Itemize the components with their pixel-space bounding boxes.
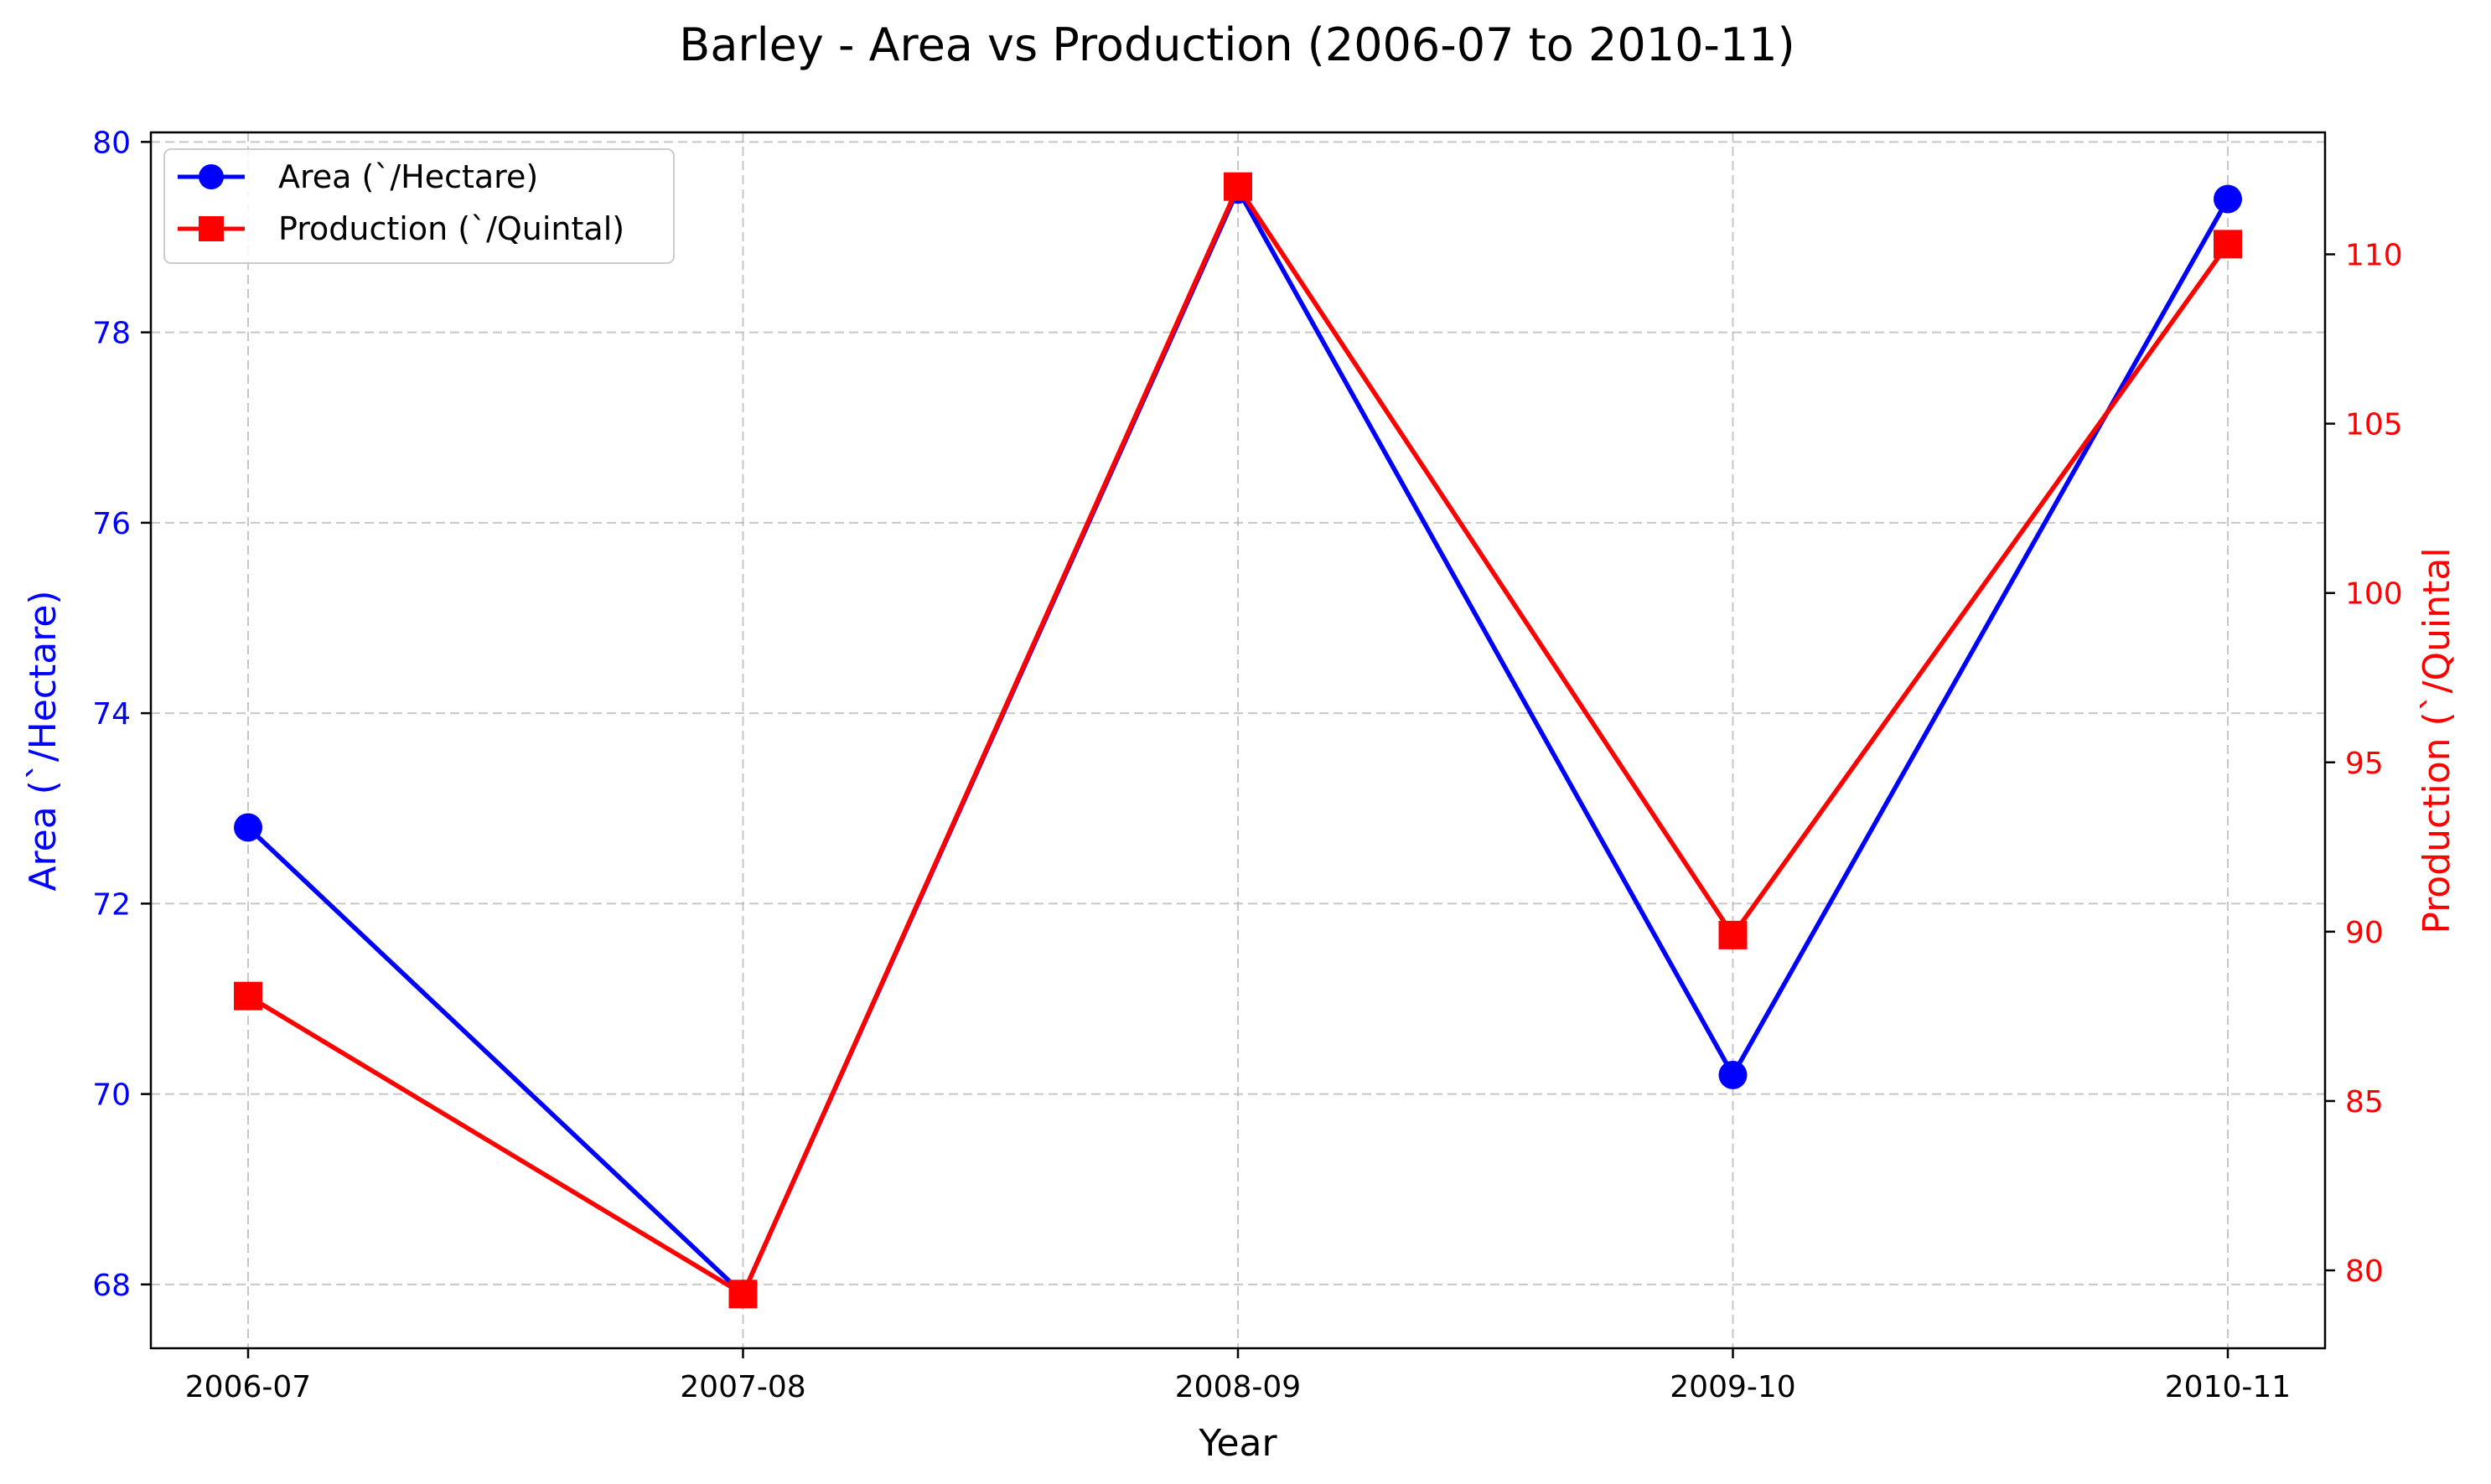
legend-box [163,148,675,264]
y-axis-left: 68 70 72 74 76 78 80 [92,126,151,1303]
y-right-tick-label: 80 [2345,1254,2384,1289]
x-tick-label: 2006-07 [185,1370,311,1404]
y-left-tick-label: 70 [92,1078,131,1113]
legend-marker-area [199,164,224,189]
y-left-tick-label: 80 [92,126,131,160]
x-tick-label: 2008-09 [1175,1370,1301,1404]
data-point [2214,184,2242,214]
x-tick-label: 2007-08 [680,1370,805,1404]
x-axis-label: Year [1198,1422,1277,1465]
data-point [1718,920,1748,949]
series-production [234,172,2242,1309]
data-point [2214,230,2242,259]
y-left-tick-label: 72 [92,887,131,922]
data-point [234,813,262,842]
data-point [728,1280,758,1309]
y-left-tick-label: 76 [92,507,131,541]
legend: Area (`/Hectare) Production (`/Quintal) [163,148,675,264]
grid [151,132,2325,1348]
y-left-tick-label: 78 [92,317,131,351]
series-layer [234,172,2242,1309]
y-axis-right-label: Production (`/Quintal [2416,547,2458,933]
data-point [234,981,262,1011]
chart-title: Barley - Area vs Production (2006-07 to … [679,18,1794,71]
y-right-tick-label: 85 [2345,1085,2384,1119]
x-tick-label: 2009-10 [1670,1370,1795,1404]
y-right-tick-label: 105 [2345,408,2403,442]
legend-label-production: Production (`/Quintal) [278,210,624,247]
legend-marker-production [199,216,224,241]
y-right-tick-label: 100 [2345,577,2403,612]
y-left-tick-label: 68 [92,1269,131,1303]
data-point [1718,1060,1748,1089]
y-axis-right: 80 85 90 95 100 105 110 [2325,239,2403,1289]
x-tick-label: 2010-11 [2165,1370,2291,1404]
data-point [1224,172,1252,201]
y-right-tick-label: 90 [2345,916,2384,950]
y-axis-left-label: Area (`/Hectare) [22,590,65,891]
y-left-tick-label: 74 [92,697,131,732]
y-right-tick-label: 95 [2345,747,2384,781]
legend-label-area: Area (`/Hectare) [278,158,538,195]
x-axis: 2006-07 2007-08 2008-09 2009-10 2010-11 [185,1348,2291,1404]
y-right-tick-label: 110 [2345,239,2403,273]
